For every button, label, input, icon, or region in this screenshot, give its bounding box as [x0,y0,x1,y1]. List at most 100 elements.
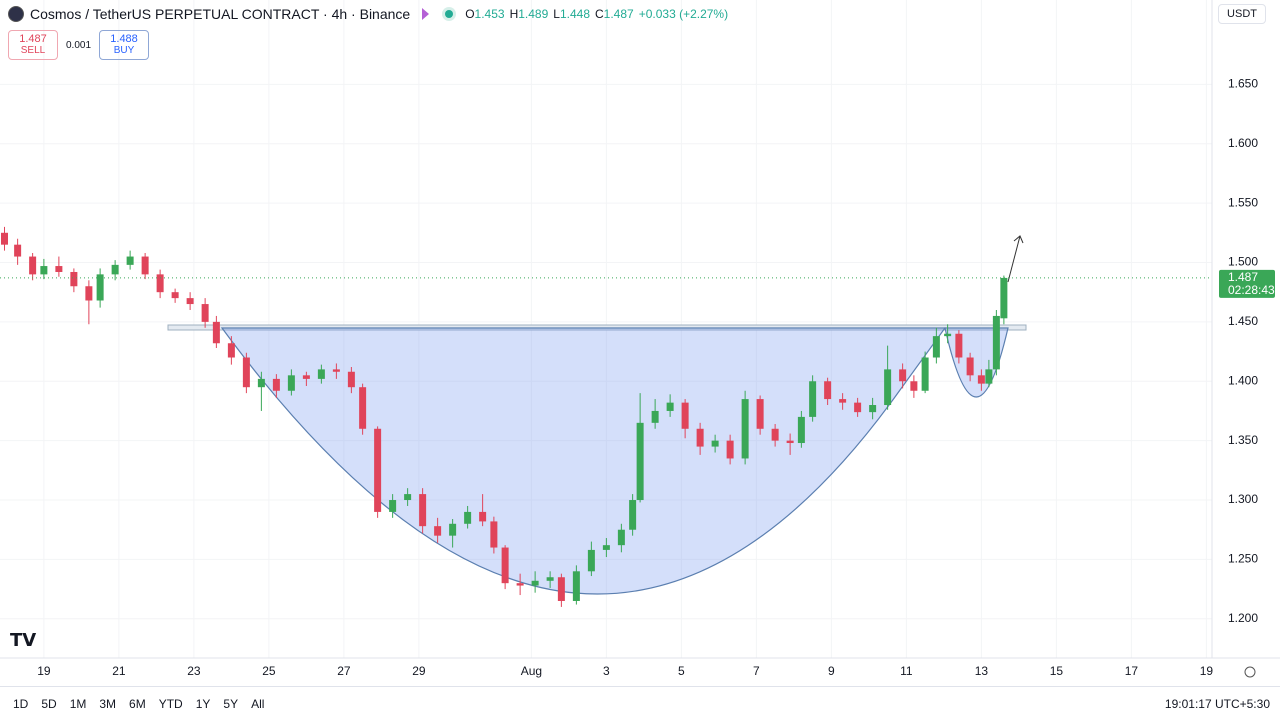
candle-body [899,369,907,382]
range-button[interactable]: 6M [129,697,146,711]
candle-body [651,410,659,423]
candle-body [636,422,644,501]
candle-body [389,500,397,512]
candle-body [40,266,48,275]
candle-body [332,369,340,372]
last-price-label: 1.487 [1228,270,1258,284]
ohlc-value: 1.448 [559,7,590,21]
candle-body [681,402,689,429]
candle-body [287,375,295,391]
ohlc-value: 1.487 [603,7,634,21]
candle-body [711,440,719,447]
candle-body [302,375,310,379]
x-tick-label: Aug [521,664,542,678]
candle-body [617,529,625,546]
y-tick-label: 1.300 [1228,492,1258,506]
x-tick-label: 11 [900,664,913,678]
candle-body [726,440,734,459]
symbol-title: Cosmos / TetherUS PERPETUAL CONTRACT · 4… [30,6,411,22]
x-tick-label: 27 [337,664,351,678]
candle-body [201,304,209,322]
candle-body [602,545,610,550]
header: Cosmos / TetherUS PERPETUAL CONTRACT · 4… [8,6,733,22]
tv-logo: TV [10,630,37,651]
candle-body [359,387,367,429]
spread: 0.001 [66,39,92,51]
candle-body [242,357,250,388]
settings-icon[interactable] [1244,666,1256,678]
ohlc-value: 1.453 [474,7,505,21]
candle-body [666,402,674,411]
last-price-box [1219,269,1275,298]
buy-label: BUY [113,45,135,56]
candle-body [96,274,104,301]
range-button[interactable]: YTD [158,697,183,711]
x-tick-label: 25 [262,664,276,678]
clock: 19:01:17 UTC+5:30 [1164,697,1270,711]
x-tick-label: 7 [753,664,760,678]
candle-body [696,428,704,447]
candle-body [419,494,427,527]
x-tick-label: 19 [37,664,51,678]
candle-body [587,549,595,572]
candle-body [869,405,877,413]
x-tick-label: 21 [112,664,126,678]
candle-body [572,571,580,601]
y-tick-label: 1.500 [1228,255,1258,269]
y-tick-label: 1.450 [1228,314,1258,328]
breakout-arrow [1007,235,1021,283]
candle-body [944,333,952,337]
x-tick-label: 15 [1050,664,1064,678]
cup-shape [220,327,947,595]
candle-body [884,369,892,406]
range-button[interactable]: 5Y [223,697,239,711]
ohlc-label: L [553,7,560,21]
candle-body [921,357,929,391]
candle-body [490,521,498,548]
ohlc-label: O [465,7,475,21]
buy-button[interactable]: 1.488 BUY [99,30,150,60]
x-tick-label: 13 [975,664,989,678]
candle-body [824,381,832,400]
candle-body [501,547,509,584]
range-button[interactable]: 1Y [195,697,211,711]
y-tick-label: 1.650 [1228,77,1258,91]
ohlc-value: 1.489 [518,7,549,21]
candle-body [29,256,37,275]
sell-price: 1.487 [19,33,47,45]
sell-button[interactable]: 1.487 SELL [8,30,58,60]
y-tick-label: 1.250 [1228,552,1258,566]
candle-body [1000,277,1008,319]
ohlc-label: H [509,7,519,21]
candle-body [985,369,993,384]
candle-body [516,583,524,586]
change: +0.033 (+2.27%) [638,7,729,21]
candle-body [966,357,974,376]
currency-button[interactable]: USDT [1218,4,1266,24]
candle-body [955,333,963,358]
candle-body [186,298,194,305]
y-tick-label: 1.550 [1228,195,1258,209]
candle-body [404,494,412,501]
range-button[interactable]: 5D [41,697,57,711]
range-button[interactable]: 3M [99,697,117,711]
range-button[interactable]: 1M [69,697,87,711]
range-button[interactable]: All [251,697,265,711]
candle-body [854,402,862,413]
candle-body [70,271,78,287]
candle-body [111,264,119,275]
x-tick-label: 3 [603,664,610,678]
candle-body [464,511,472,524]
range-button[interactable]: 1D [13,697,29,711]
candle-body [126,256,134,265]
candle-body [55,266,63,272]
candle-body [449,523,457,536]
candle-body [272,378,280,391]
candle-body [156,274,164,293]
candle-body [786,440,794,444]
flag-icon[interactable] [422,8,430,20]
candle-body [992,315,1000,370]
candle-body [809,381,817,417]
trade-panel: 1.487 SELL 0.001 1.488 BUY [8,30,150,60]
